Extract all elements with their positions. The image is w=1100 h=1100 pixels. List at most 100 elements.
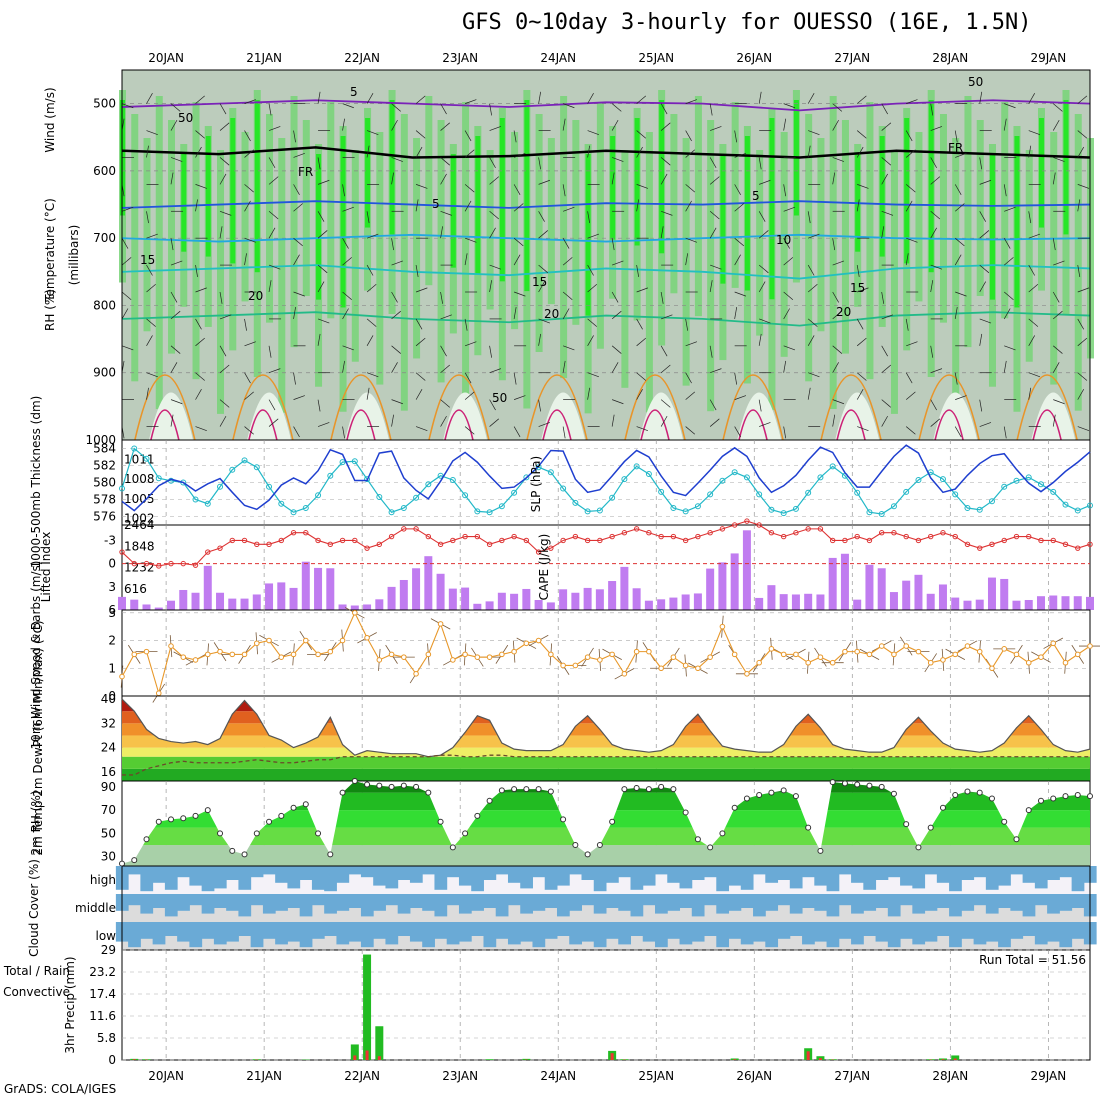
wind-barb [562,345,575,351]
precip-tick-label: 23.2 [89,965,116,979]
rh-point [376,782,383,789]
slp-tick-label: 1002 [124,511,155,525]
lifted-point [425,533,432,540]
wind-barb [587,145,591,158]
rh-point [302,801,309,808]
cloud-bar [226,866,239,880]
wind10-point [266,637,272,644]
contour-label: 5 [432,197,440,211]
wind-barb [391,345,401,354]
rh-shade-column [645,132,653,413]
wind-barb [195,389,202,400]
cloud-bar [606,894,619,908]
wind10-point [866,651,873,658]
wind-barb [856,318,864,330]
wind-barb [832,103,843,112]
wind-barb [1003,238,1011,249]
hot-contour [836,409,866,441]
cloud-bar [336,894,350,911]
wind-barb [807,211,811,224]
wind-barb [832,362,839,373]
wind-barb [636,318,643,330]
wind-barb [268,157,276,169]
contour-label: 5 [350,85,358,99]
wind-barb [1003,360,1007,373]
rh-shade-core [879,136,885,257]
cloud-bar [287,894,301,908]
wind-barb [415,184,428,189]
wind-barb [415,287,428,293]
rh-point [560,816,567,823]
wind-barb [317,91,321,104]
hot-contour [248,409,278,441]
wind-barb [440,122,450,131]
wind-barb [391,119,398,131]
wind10-point [927,659,934,666]
cape-bar [853,599,862,610]
rh-point [1037,797,1044,804]
hot-contour [150,409,180,441]
cape-bar [154,607,163,610]
wind-barb [783,291,794,300]
dewpoint-line [122,754,1090,776]
wind10-point [388,651,395,658]
lifted-point [670,533,677,540]
wind10-point [241,651,248,658]
wind10-point [597,657,603,663]
wind-barb [587,93,594,104]
rh-point [425,789,432,796]
wind-barb [685,253,689,266]
hot-contour [542,409,572,441]
wind10-point [462,651,468,658]
wind-barb [783,118,787,131]
lifted-point [866,537,873,544]
wind-barb [366,335,374,346]
rh-point [743,795,750,802]
wind-barb [832,172,836,185]
bottom-date-label: 24JAN [540,1069,576,1083]
lifted-point [915,537,922,544]
lifted-point [744,518,750,524]
lifted-point [131,560,137,567]
temp-line [121,698,1091,758]
cloud-bar [360,894,374,917]
cloud-bar [912,866,926,889]
wind-barb [440,157,450,166]
wind-barb [268,103,272,116]
cloud-bar [1022,922,1036,936]
wind-barb [930,280,934,293]
wind-barb [709,103,713,116]
lifted-point [266,541,272,548]
wind10-point [131,651,138,658]
wind-barb [930,227,937,239]
cape-bar [326,568,335,610]
wind-barb [562,257,573,266]
rh-shade-column [486,150,494,310]
wind-barb [685,341,698,347]
wind-barb [366,387,370,400]
wind-barb [954,254,962,266]
wind-barb [930,103,934,116]
cape-bar [179,589,188,610]
cloud-bar [691,866,705,880]
rh-point [805,824,812,831]
cloud-bar [1047,866,1060,880]
lifted-point [597,537,603,544]
wind-barb [832,291,839,303]
wind-barb [195,184,207,189]
wind-barb [734,203,745,212]
rh-point [339,789,346,796]
wind-barb [146,93,153,104]
wind-barb [979,230,990,239]
wind10-point [1087,643,1093,649]
wind-barb [611,238,615,251]
wind-barb [317,281,325,293]
wind-barb [611,414,615,427]
wind10-point [1050,640,1057,647]
cape-bar [338,604,347,610]
wind-barb [1028,372,1041,378]
wind10-point [560,662,566,669]
cloud-bar [973,894,987,906]
wind10-point [646,648,652,655]
cloud-bar [324,922,337,936]
